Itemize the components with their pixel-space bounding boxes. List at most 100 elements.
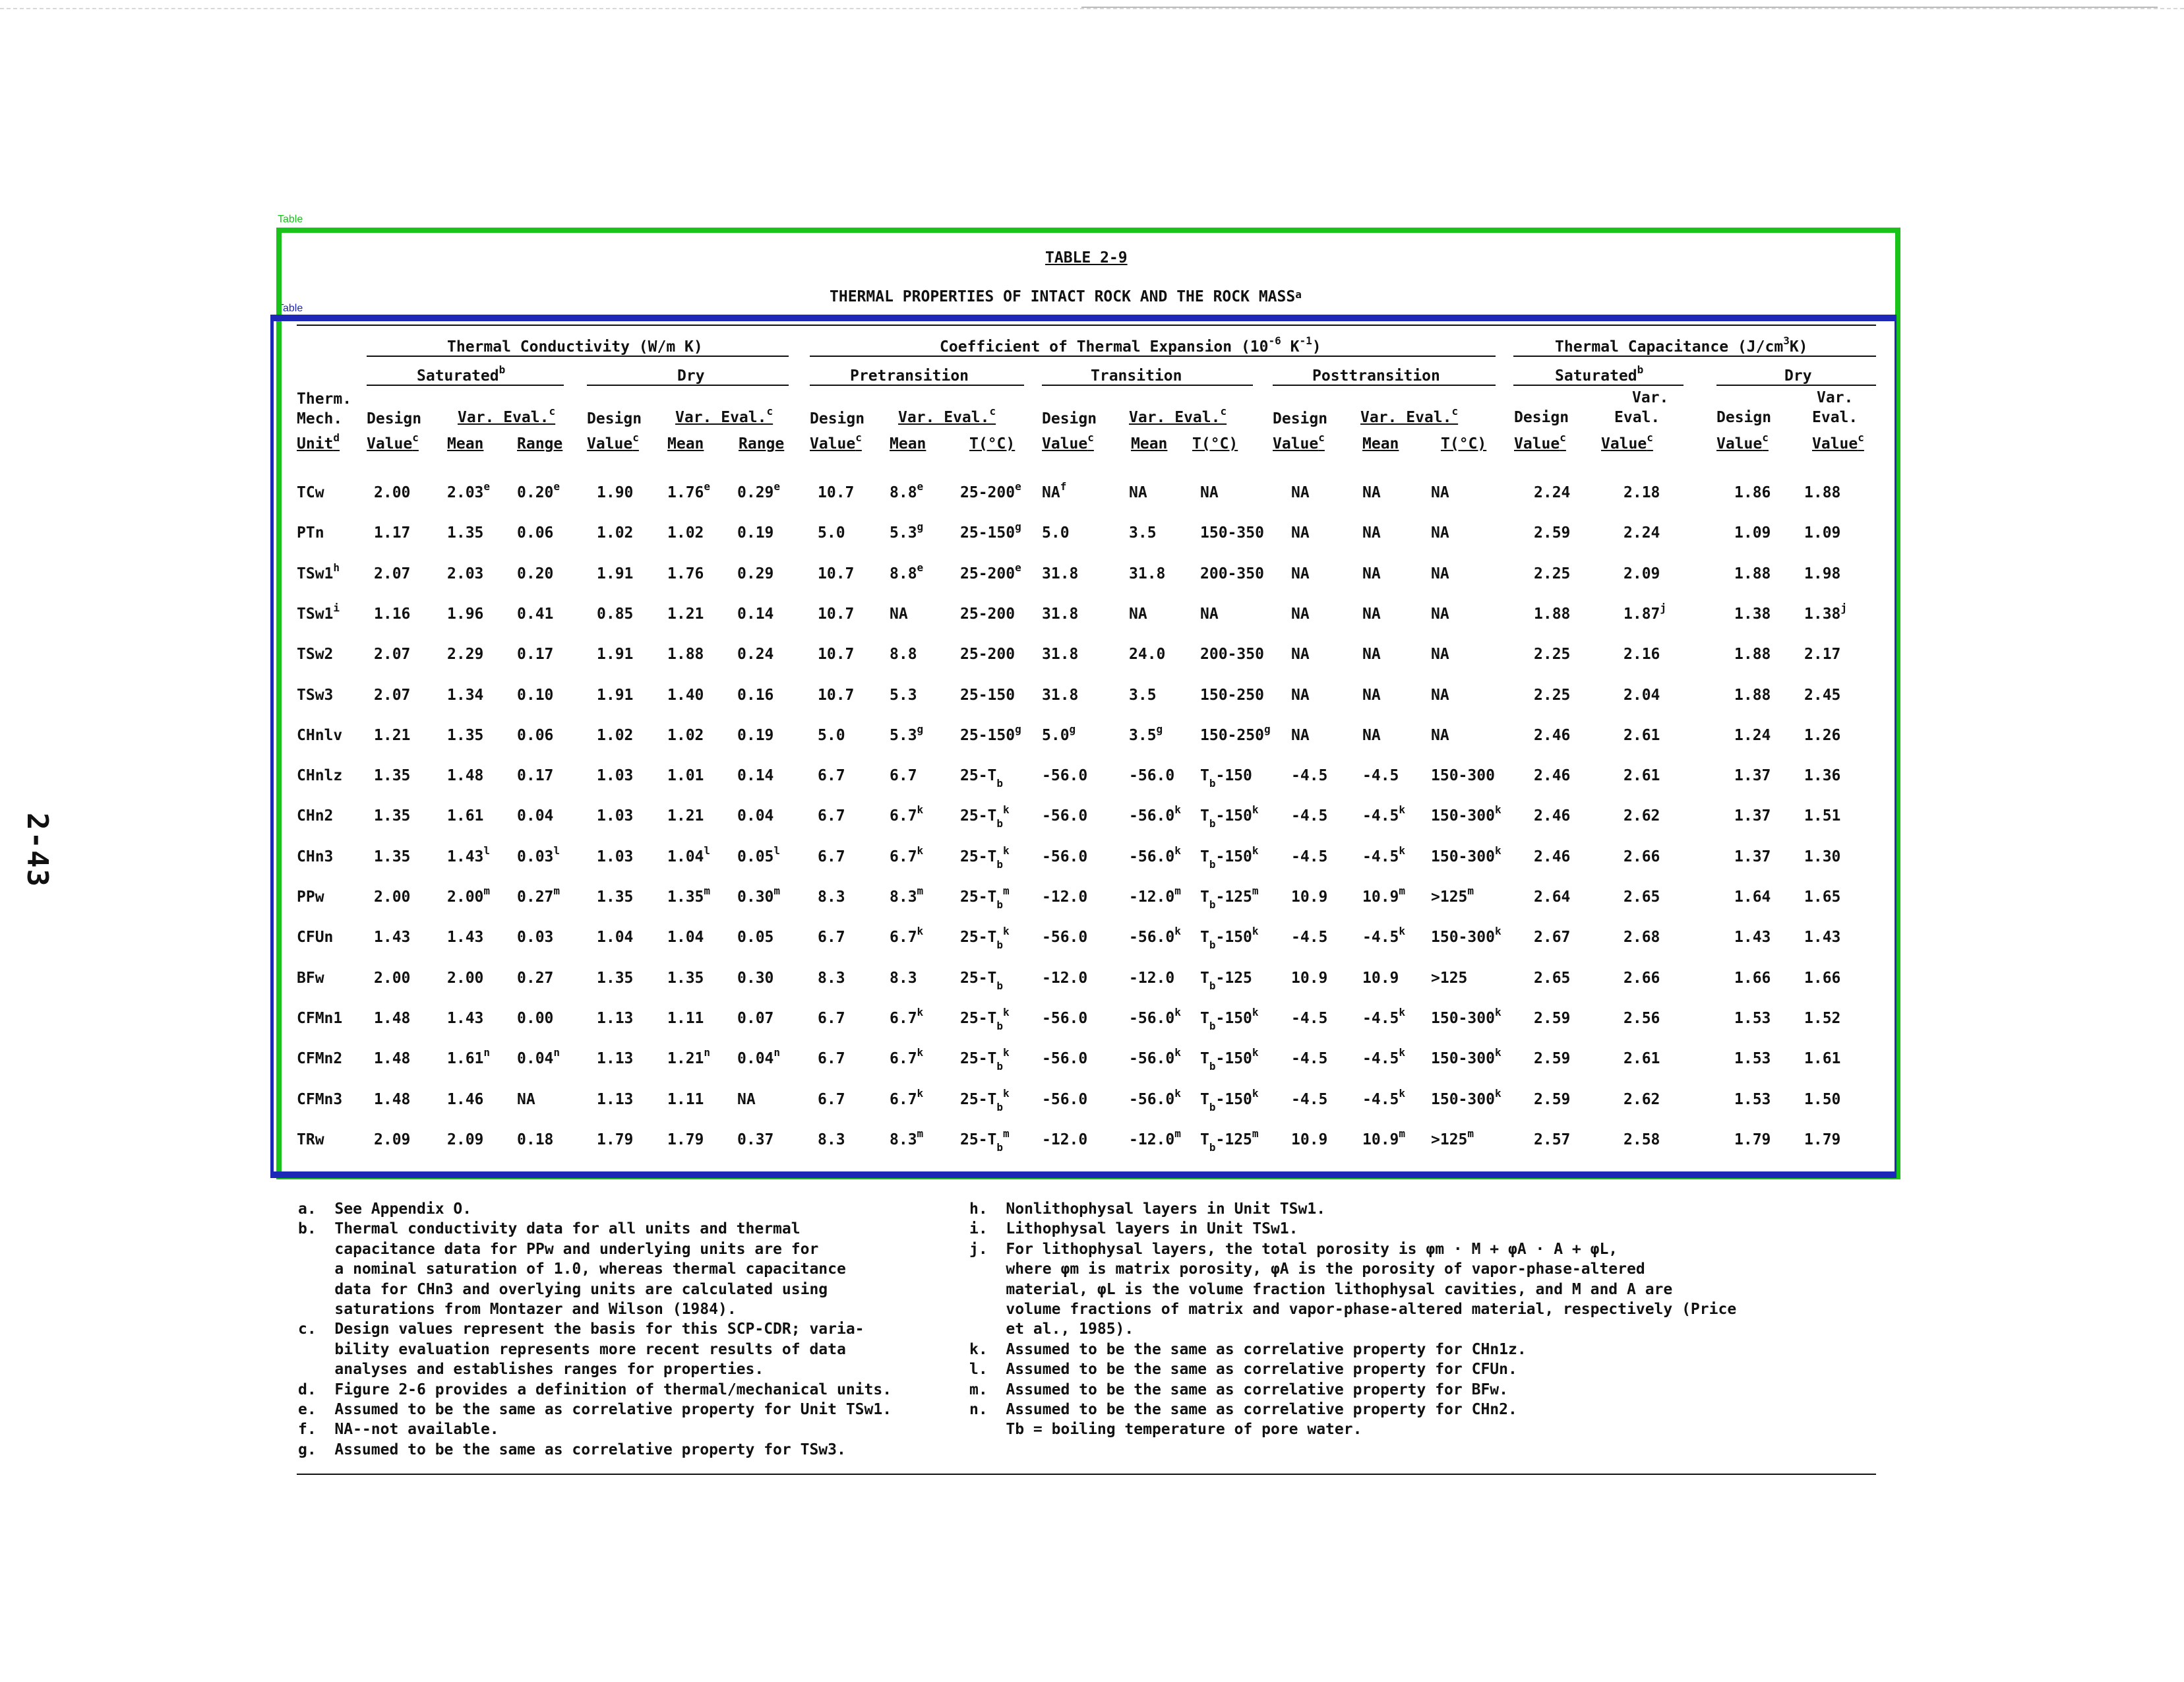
table-cell: 1.04l bbox=[667, 844, 711, 865]
table-cell: 1.61 bbox=[1804, 1050, 1841, 1068]
table-cell: 1.21 bbox=[667, 807, 704, 825]
table-cell: 0.03l bbox=[517, 844, 561, 865]
table-cell: 1.48 bbox=[447, 767, 484, 785]
table-cell: -56.0k bbox=[1129, 1086, 1181, 1108]
table-cell: 8.3 bbox=[890, 969, 917, 987]
cap-dry-design-header: Design bbox=[1716, 409, 1772, 426]
table-cell: 2.09 bbox=[447, 1131, 484, 1148]
table-cell: 25-Tb bbox=[960, 969, 1004, 992]
table-cell: 10.9 bbox=[1291, 969, 1328, 987]
table-cell: 25-Tbk bbox=[960, 844, 1010, 871]
table-cell: 0.05l bbox=[737, 844, 781, 865]
table-cell: 1.13 bbox=[597, 1009, 634, 1027]
table-cell: 2.65 bbox=[1534, 969, 1571, 987]
table-cell: 2.61 bbox=[1623, 1050, 1660, 1068]
table-cell: 1.50 bbox=[1804, 1090, 1841, 1108]
table-cell: 2.07 bbox=[374, 646, 411, 664]
table-cell: 1.37 bbox=[1734, 848, 1771, 865]
table-cell: 3.5g bbox=[1129, 722, 1163, 744]
table-cell: -12.0m bbox=[1129, 1127, 1181, 1148]
table-cell: 2.24 bbox=[1623, 524, 1660, 542]
table-cell: 5.0 bbox=[818, 726, 845, 744]
table-cell: 2.59 bbox=[1534, 1009, 1571, 1027]
table-cell: NA bbox=[1291, 565, 1310, 582]
table-cell: 2.25 bbox=[1534, 565, 1571, 582]
table-cell: 2.61 bbox=[1623, 767, 1660, 785]
cap-dry-evalvalue-header: Valuec bbox=[1812, 431, 1864, 452]
table-cell: -4.5 bbox=[1291, 1090, 1328, 1108]
table-cell: -56.0 bbox=[1129, 767, 1175, 785]
tc-sat-vareval-header: Var. Eval.c bbox=[458, 405, 556, 426]
table-cell: 1.53 bbox=[1734, 1009, 1771, 1027]
footnote-line: j. For lithophysal layers, the total por… bbox=[969, 1240, 1618, 1258]
table-cell: 31.8 bbox=[1129, 565, 1166, 582]
cap-dry-eval-header: Eval. bbox=[1812, 409, 1858, 426]
tc-dry-design-header: Design bbox=[587, 410, 642, 427]
tc-dry-range-header: Range bbox=[739, 435, 785, 452]
table-cell: -4.5k bbox=[1362, 803, 1406, 825]
table-cell: 8.8e bbox=[890, 561, 924, 582]
tc-dry-value-header: Valuec bbox=[587, 431, 639, 452]
table-cell: 3.5 bbox=[1129, 524, 1157, 542]
table-cell: 1.43 bbox=[374, 929, 411, 947]
table-cell: -4.5k bbox=[1362, 1086, 1406, 1108]
table-cell: 10.9 bbox=[1291, 888, 1328, 906]
table-cell: 0.30m bbox=[737, 885, 781, 906]
table-cell: >125m bbox=[1431, 1127, 1474, 1148]
tc-sat-design-header: Design bbox=[367, 410, 422, 427]
table-cell: 1.76e bbox=[667, 480, 711, 501]
table-cell: 150-250g bbox=[1200, 722, 1271, 744]
table-cell: 6.7 bbox=[818, 807, 845, 825]
table-cell: 1.24 bbox=[1734, 726, 1771, 744]
table-cell: 1.03 bbox=[597, 767, 634, 785]
pretransition-rule bbox=[810, 385, 1024, 386]
pre-value-header: Valuec bbox=[810, 431, 862, 452]
table-cell: 25-Tbm bbox=[960, 1127, 1010, 1154]
table-cell: >125 bbox=[1431, 969, 1468, 987]
table-cell: 8.3 bbox=[818, 1131, 845, 1148]
table-cell: 2.62 bbox=[1623, 807, 1660, 825]
table-cell: 2.57 bbox=[1534, 1131, 1571, 1148]
table-cell: 2.64 bbox=[1534, 888, 1571, 906]
trans-vareval-header: Var. Eval.c bbox=[1129, 405, 1227, 426]
table-cell: 2.00 bbox=[374, 888, 411, 906]
cap-dry-rule bbox=[1716, 385, 1876, 386]
table-cell: 10.7 bbox=[818, 484, 855, 501]
table-cell: 0.04 bbox=[737, 807, 774, 825]
cap-group-rule bbox=[1513, 356, 1876, 357]
table-cell: 1.02 bbox=[667, 524, 704, 542]
table-cell: Tb-150k bbox=[1200, 925, 1259, 952]
footnote-line: b. Thermal conductivity data for all uni… bbox=[298, 1220, 801, 1238]
table-cell: 25-150g bbox=[960, 722, 1021, 744]
table-cell: -56.0k bbox=[1129, 925, 1181, 947]
table-cell: -56.0k bbox=[1129, 1005, 1181, 1027]
footnote-line: capacitance data for PPw and underlying … bbox=[298, 1240, 819, 1258]
table-cell: 2.03 bbox=[447, 565, 484, 582]
table-cell: 0.14 bbox=[737, 605, 774, 623]
table-cell: 1.11 bbox=[667, 1009, 704, 1027]
footnote-line: data for CHn3 and overlying units are ca… bbox=[298, 1280, 828, 1298]
row-unit-label: CHnlz bbox=[297, 767, 343, 785]
table-cell: 5.3g bbox=[890, 722, 924, 744]
table-cell: 1.88 bbox=[1734, 646, 1771, 664]
table-cell: NA bbox=[1362, 565, 1381, 582]
table-cell: 1.38 bbox=[1734, 605, 1771, 623]
tc-dry-header: Dry bbox=[677, 367, 705, 385]
table-cell: 0.05 bbox=[737, 929, 774, 947]
footnote-bottom-rule bbox=[297, 1474, 1876, 1475]
table-cell: 10.9m bbox=[1362, 1127, 1406, 1148]
table-cell: NA bbox=[1200, 484, 1219, 501]
table-cell: 1.43 bbox=[447, 1009, 484, 1027]
table-cell: 0.20 bbox=[517, 565, 554, 582]
row-unit-label: TSw2 bbox=[297, 646, 334, 664]
table-cell: 6.7 bbox=[818, 1050, 845, 1068]
table-cell: Tb-150k bbox=[1200, 1005, 1259, 1032]
table-cell: -12.0 bbox=[1042, 888, 1088, 906]
pre-mean-header: Mean bbox=[890, 435, 926, 452]
table-cell: 1.17 bbox=[374, 524, 411, 542]
table-cell: 10.7 bbox=[818, 605, 855, 623]
footnote-line: f. NA--not available. bbox=[298, 1421, 499, 1439]
table-cell: -56.0k bbox=[1129, 844, 1181, 865]
cap-sat-var-header: Var. bbox=[1632, 389, 1669, 406]
table-cell: >125m bbox=[1431, 885, 1474, 906]
